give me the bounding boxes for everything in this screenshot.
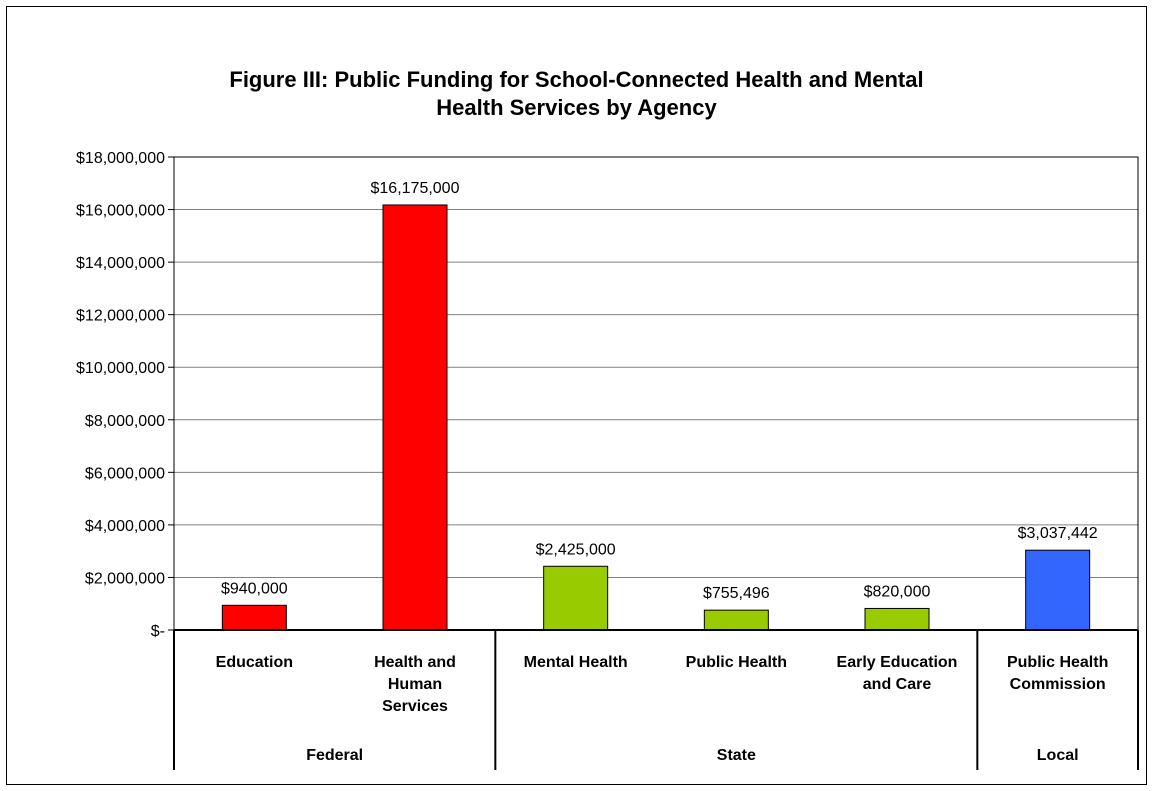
category-label: Mental Health [524,654,628,671]
group-label: Local [1037,747,1079,764]
y-tick-label: $2,000,000 [85,570,165,587]
bar [543,565,609,631]
category-label: Public Health [1007,654,1108,671]
category-label: Health and [374,654,456,671]
bar-value-label: $940,000 [221,580,288,597]
plot-area [174,157,1138,630]
category-label: and Care [863,676,932,693]
bar-value-label: $16,175,000 [371,180,460,197]
bar [864,607,930,631]
y-tick-label: $8,000,000 [85,413,165,430]
category-label: Public Health [686,654,787,671]
group-label: Federal [306,747,363,764]
y-tick-label: $12,000,000 [76,308,165,325]
y-tick-label: $18,000,000 [76,150,165,167]
category-label: Human [388,676,442,693]
bar-value-label: $820,000 [864,583,931,600]
y-tick-label: $- [151,623,165,640]
y-tick-label: $14,000,000 [76,255,165,272]
category-label: Early Education [837,654,958,671]
bar [703,609,769,631]
chart-title: Figure III: Public Funding for School-Co… [0,66,1153,122]
bar [1025,549,1091,631]
y-tick-label: $10,000,000 [76,360,165,377]
group-label: State [717,747,756,764]
y-tick-label: $4,000,000 [85,518,165,535]
y-tick-label: $6,000,000 [85,465,165,482]
bar [221,604,287,631]
y-tick-label: $16,000,000 [76,203,165,220]
bar-value-label: $3,037,442 [1018,525,1098,542]
bar-value-label: $755,496 [703,585,770,602]
chart-title-line-1: Figure III: Public Funding for School-Co… [229,67,924,92]
category-label: Services [382,698,448,715]
category-label: Education [216,654,293,671]
chart-title-line-2: Health Services by Agency [436,95,717,120]
category-label: Commission [1010,676,1106,693]
bar-value-label: $2,425,000 [536,541,616,558]
bar [382,204,448,631]
